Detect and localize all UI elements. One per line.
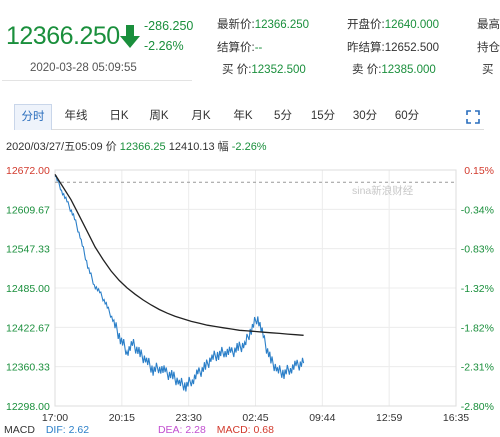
- x-tick: 23:30: [176, 412, 202, 424]
- info-amp-value: -2.26%: [231, 141, 267, 153]
- macd-dif: DIF: 2.62: [45, 424, 90, 436]
- x-tick: 17:00: [42, 412, 68, 424]
- y-tick-right: -0.83%: [461, 244, 494, 256]
- buy-price-field: 买 价:12352.500: [222, 61, 306, 77]
- info-datetime: 2020/03/27/五05:09: [6, 141, 103, 153]
- latest-price-label: 最新价:: [217, 19, 255, 31]
- macd-title: MACD: [4, 424, 35, 436]
- price-change: -286.250: [144, 19, 194, 33]
- chart-info-line: 2020/03/27/五05:09 价 12366.25 12410.13 幅 …: [6, 138, 267, 154]
- tab-weekly-k[interactable]: 周K: [149, 110, 169, 122]
- intraday-chart[interactable]: sina新浪财经 12672.00 12609.67 12547.33 12485.0…: [0, 160, 500, 437]
- info-price-label: 价: [105, 141, 117, 153]
- x-axis: 17:00 20:15 23:30 02:45 09:44 12:59 16:35: [42, 412, 469, 424]
- tab-5min[interactable]: 5分: [274, 110, 292, 122]
- y-tick-left: 12672.00: [6, 165, 50, 177]
- quote-header: 12366.250 -286.250 -2.26% 2020-03-28 05:…: [0, 0, 500, 98]
- y-tick-right: 0.15%: [464, 165, 494, 177]
- open-price-field: 开盘价:12640.000: [347, 16, 439, 32]
- open-price-value: 12640.000: [384, 19, 440, 31]
- macd-value: MACD: 0.68: [216, 424, 274, 436]
- buy-price-label: 买 价:: [222, 64, 252, 76]
- y-tick-left: 12485.00: [6, 283, 50, 295]
- prev-settle-field: 昨结算:12652.500: [347, 39, 439, 55]
- latest-price-value: 12366.250: [254, 19, 310, 31]
- y-tick-left: 12360.33: [6, 362, 50, 374]
- settle-price-field: 结算价:--: [217, 39, 262, 55]
- open-interest-label: 持仓: [477, 42, 500, 54]
- y-tick-right: -1.82%: [461, 322, 494, 334]
- tab-daily-k[interactable]: 日K: [109, 110, 129, 122]
- y-tick-left: 12547.33: [6, 244, 50, 256]
- y-axis-left: 12672.00 12609.67 12547.33 12485.00 12422.67…: [6, 165, 50, 413]
- y-tick-left: 12422.67: [6, 322, 50, 334]
- price-line: [54, 174, 305, 392]
- x-tick: 02:45: [242, 412, 268, 424]
- settle-price-value: --: [254, 42, 263, 54]
- prev-settle-label: 昨结算:: [347, 42, 385, 54]
- y-tick-right: -0.34%: [461, 204, 494, 216]
- info-avg-value: 12410.13: [168, 141, 215, 153]
- buy-price-value: 12352.500: [251, 64, 306, 76]
- sell-price-field: 卖 价:12385.000: [352, 61, 436, 77]
- tab-intraday[interactable]: 分时: [14, 104, 52, 130]
- fullscreen-icon[interactable]: [466, 110, 480, 124]
- latest-price-field: 最新价:12366.250: [217, 16, 309, 32]
- x-tick: 20:15: [109, 412, 135, 424]
- macd-legend: MACD DIF: 2.62 DEA: 2.28 MACD: 0.68: [4, 424, 282, 436]
- y-tick-right: -1.32%: [461, 283, 494, 295]
- last-price: 12366.250: [6, 22, 120, 50]
- tab-monthly-k[interactable]: 月K: [191, 110, 211, 122]
- macd-dea: DEA: 2.28: [157, 424, 206, 436]
- open-price-label: 开盘价:: [347, 19, 385, 31]
- average-line: [54, 174, 304, 336]
- y-tick-left: 12298.00: [6, 401, 50, 413]
- y-tick-right: -2.80%: [461, 401, 494, 413]
- chart-series: [54, 174, 305, 392]
- y-tick-left: 12609.67: [6, 204, 50, 216]
- plot-frame: [54, 169, 457, 407]
- tab-15min[interactable]: 15分: [310, 110, 336, 122]
- y-axis-right: 0.15% -0.34% -0.83% -1.32% -1.82% -2.31% -2.80…: [461, 165, 494, 413]
- sell-price-label: 卖 价:: [352, 64, 382, 76]
- chart-grid: [54, 169, 457, 407]
- tab-30min[interactable]: 30分: [352, 110, 378, 122]
- sell-price-value: 12385.000: [381, 64, 436, 76]
- x-tick: 12:59: [376, 412, 402, 424]
- x-tick: 16:35: [443, 412, 469, 424]
- price-change-pct: -2.26%: [144, 39, 184, 53]
- buy-qty-label: 买: [482, 64, 494, 76]
- tab-yearly-k[interactable]: 年K: [233, 110, 253, 122]
- quote-datetime: 2020-03-28 05:09:55: [30, 62, 137, 74]
- info-price-value: 12366.25: [119, 141, 166, 153]
- high-price-label: 最高: [477, 19, 500, 31]
- watermark-text: sina新浪财经: [352, 184, 414, 197]
- down-arrow-icon: [120, 25, 140, 48]
- tab-year-line[interactable]: 年线: [64, 110, 88, 122]
- settle-price-label: 结算价:: [217, 42, 255, 54]
- tab-60min[interactable]: 60分: [394, 110, 420, 122]
- info-amp-label: 幅: [217, 141, 229, 153]
- header-divider: [2, 80, 192, 81]
- period-tab-bar: 分时 年线 日K 周K 月K 年K 5分 15分 30分 60分: [14, 104, 484, 130]
- x-tick: 09:44: [309, 412, 335, 424]
- prev-settle-value: 12652.500: [384, 42, 440, 54]
- y-tick-right: -2.31%: [461, 362, 494, 374]
